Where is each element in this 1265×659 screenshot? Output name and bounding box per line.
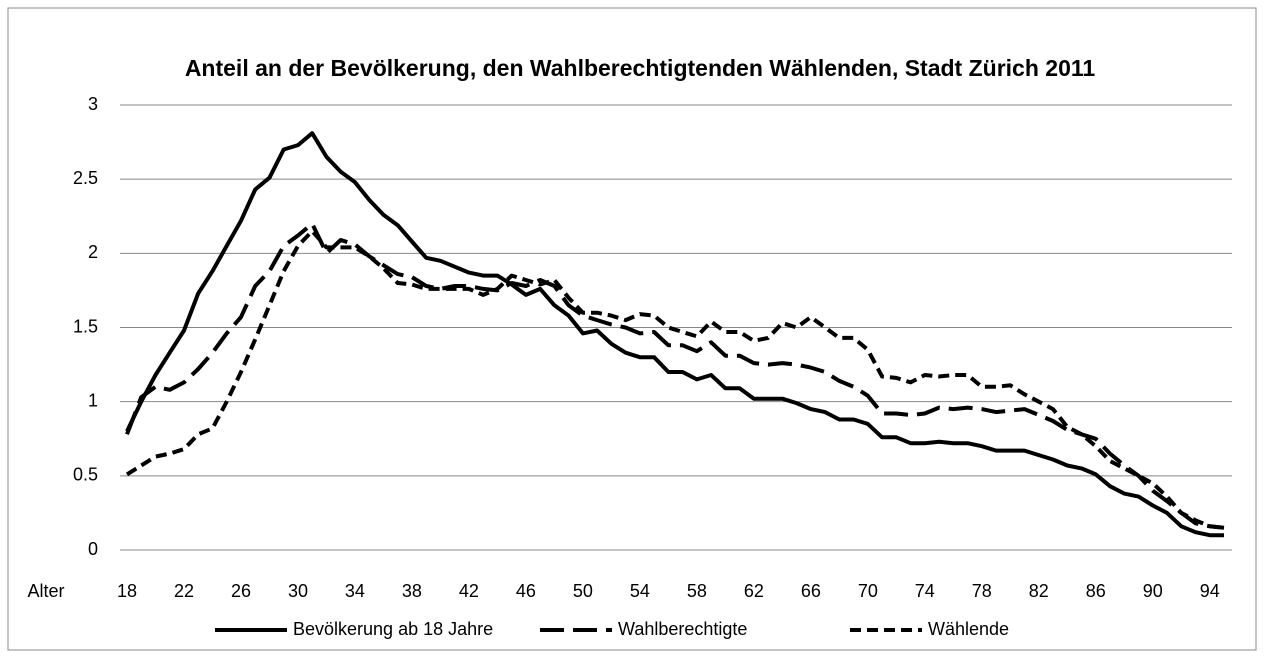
x-axis-label: Alter [27,581,64,601]
x-tick-label: 50 [573,581,593,601]
y-tick-label: 3 [88,94,98,114]
y-tick-label: 2.5 [73,168,98,188]
y-tick-label: 0 [88,539,98,559]
y-tick-label: 1.5 [73,316,98,336]
x-tick-label: 34 [345,581,365,601]
y-tick-label: 1 [88,390,98,410]
x-tick-label: 86 [1086,581,1106,601]
x-tick-label: 22 [174,581,194,601]
y-tick-label: 2 [88,242,98,262]
legend-label: Bevölkerung ab 18 Jahre [293,619,493,639]
legend-label: Wahlberechtigte [618,619,747,639]
x-tick-label: 42 [459,581,479,601]
x-tick-label: 38 [402,581,422,601]
chart-title: Anteil an der Bevölkerung, den Wahlberec… [185,55,1096,81]
x-tick-label: 82 [1029,581,1049,601]
x-tick-label: 30 [288,581,308,601]
x-tick-label: 58 [687,581,707,601]
y-tick-label: 0.5 [73,465,98,485]
x-tick-label: 94 [1200,581,1220,601]
series-line [125,131,1224,538]
x-tick-label: 70 [858,581,878,601]
x-tick-label: 90 [1143,581,1163,601]
x-tick-label: 74 [915,581,935,601]
x-tick-label: 46 [516,581,536,601]
legend-label: Wählende [928,619,1009,639]
x-tick-label: 18 [117,581,137,601]
series-line [125,229,1225,530]
x-tick-label: 26 [231,581,251,601]
x-tick-label: 54 [630,581,650,601]
x-tick-label: 62 [744,581,764,601]
x-tick-label: 66 [801,581,821,601]
x-tick-label: 78 [972,581,992,601]
